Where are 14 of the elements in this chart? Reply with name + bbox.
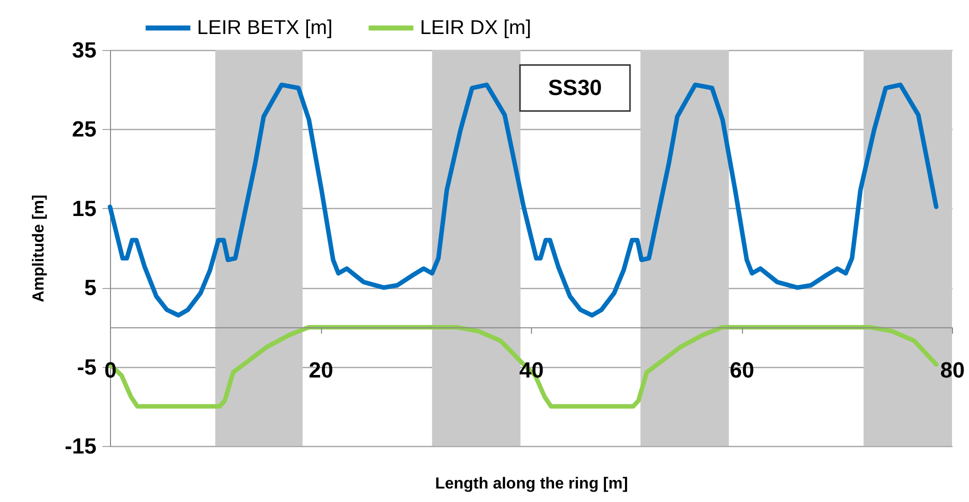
legend-label: LEIR DX [m] (420, 17, 532, 39)
x-axis-title: Length along the ring [m] (435, 476, 628, 492)
annotation: SS30 (548, 75, 602, 100)
x-tick-label: 80 (940, 358, 965, 383)
y-tick-label: 15 (72, 196, 96, 221)
y-tick-label: 25 (72, 116, 96, 142)
y-tick-label: -15 (64, 434, 96, 458)
x-tick-label: 20 (308, 358, 334, 383)
x-tick-label: 60 (730, 358, 754, 383)
legend-label: LEIR BETX [m] (197, 17, 333, 39)
y-tick-label: 35 (72, 38, 96, 62)
y-axis-title: Amplitude [m] (30, 194, 48, 302)
y-tick-label: 5 (84, 275, 96, 300)
y-tick-label: -5 (76, 354, 96, 380)
